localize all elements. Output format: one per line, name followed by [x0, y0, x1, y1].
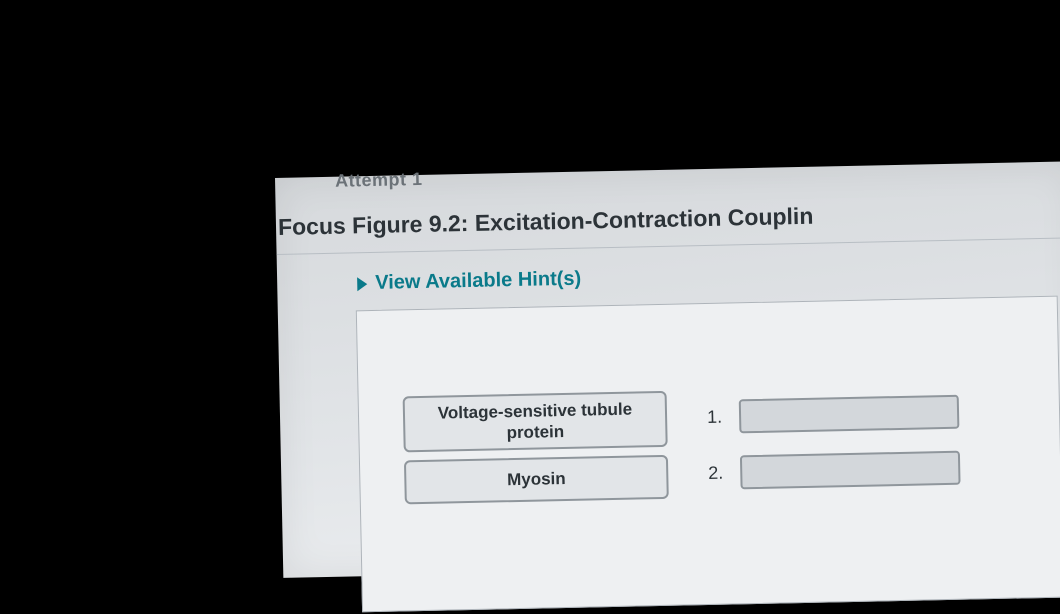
- work-area: Voltage-sensitive tubule protein Myosin …: [356, 296, 1060, 613]
- drop-number: 2.: [708, 462, 730, 483]
- term-label: Voltage-sensitive tubule protein: [415, 398, 656, 446]
- drop-row: 1.: [707, 395, 960, 434]
- draggable-term[interactable]: Voltage-sensitive tubule protein: [403, 391, 668, 453]
- draggable-term[interactable]: Myosin: [404, 455, 669, 505]
- attempt-label: Attempt 1: [335, 169, 423, 192]
- drop-slot[interactable]: [740, 451, 961, 490]
- drop-number: 1.: [707, 406, 729, 427]
- drop-row: 2.: [708, 451, 961, 490]
- term-label: Myosin: [507, 469, 566, 490]
- drop-slot[interactable]: [739, 395, 960, 434]
- view-hints-toggle[interactable]: View Available Hint(s): [357, 268, 581, 296]
- view-hints-label: View Available Hint(s): [375, 268, 581, 295]
- expand-icon: [357, 277, 367, 291]
- assignment-window: Attempt 1 Focus Figure 9.2: Excitation-C…: [275, 161, 1060, 578]
- header-divider: [277, 237, 1060, 255]
- page-title: Focus Figure 9.2: Excitation-Contraction…: [278, 203, 814, 241]
